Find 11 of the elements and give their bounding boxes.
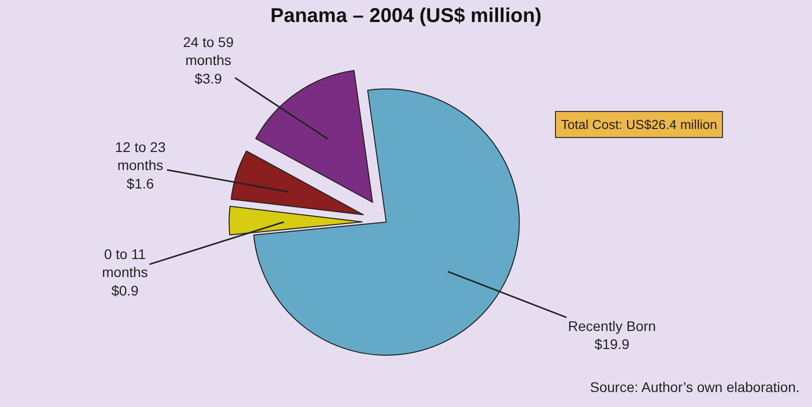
slice-label: 12 to 23 months — [115, 139, 166, 174]
data-label: $19.9 — [594, 336, 630, 352]
slice-label: 0 to 11 months — [102, 246, 148, 280]
source-note: Source: Author’s own elaboration. — [590, 379, 800, 395]
text: Total Cost: US$26.4 million — [561, 117, 718, 132]
data-label: $0.9 — [111, 282, 139, 298]
slice-label: Recently Born — [568, 318, 656, 334]
data-label: $1.6 — [126, 175, 154, 192]
data-label: $3.9 — [194, 70, 222, 86]
slice-label: 24 to 59 months — [183, 34, 234, 68]
chart-title: Panama – 2004 (US$ million) — [270, 5, 542, 28]
